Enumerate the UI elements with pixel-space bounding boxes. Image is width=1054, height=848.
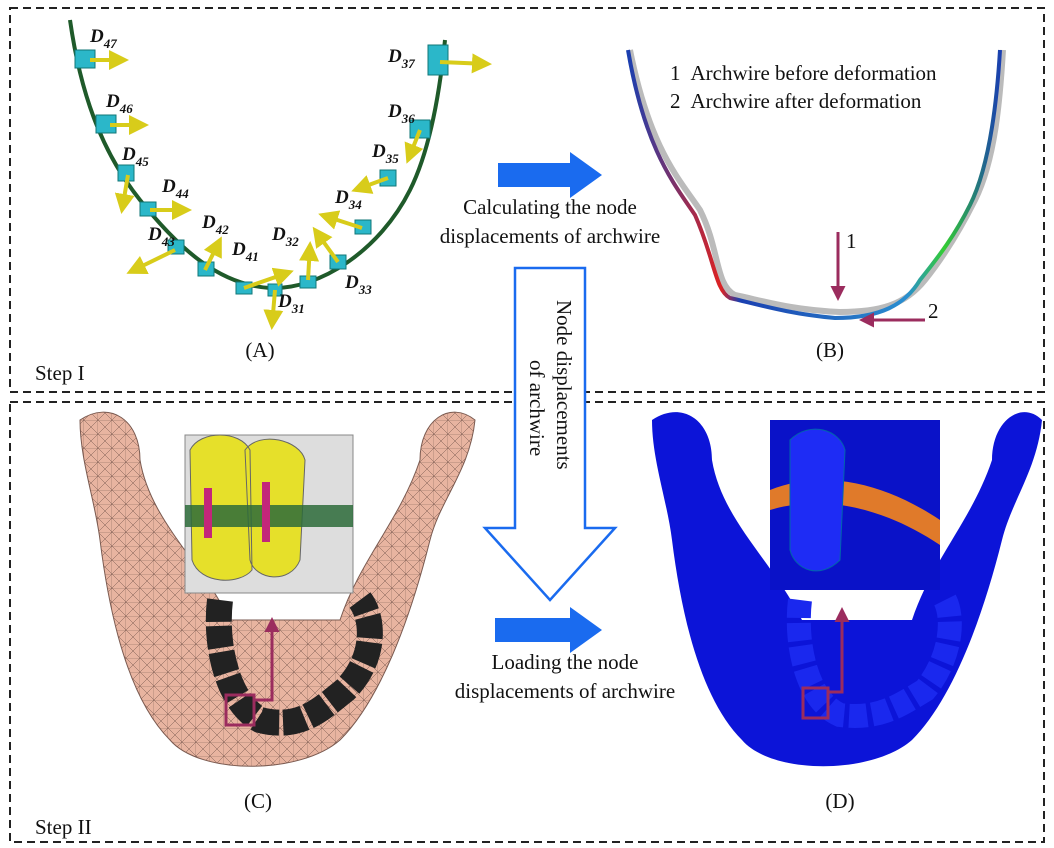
legend-item: 2 Archwire after deformation — [670, 89, 922, 113]
symbol: D — [147, 224, 162, 245]
arrow-text: Calculating the node — [463, 195, 637, 219]
subscript: 44 — [175, 186, 190, 201]
bracket-detail — [790, 429, 845, 571]
legend-number: 1 — [670, 61, 681, 85]
step-label: Step I — [35, 361, 85, 385]
arrow-text: Loading the node — [492, 650, 639, 674]
process-arrow — [498, 152, 602, 198]
symbol: D — [105, 91, 120, 112]
subscript: 42 — [215, 222, 230, 237]
ligature — [262, 482, 270, 542]
symbol: D — [201, 212, 216, 233]
legend-item: 1 Archwire before deformation — [670, 61, 937, 85]
figure: D47D46D45D44D43D42D41D31D32D33D34D35D36D… — [0, 0, 1054, 848]
legend-text: Archwire before deformation — [691, 61, 938, 85]
symbol: D — [231, 239, 246, 260]
symbol: D — [334, 187, 349, 208]
symbol: D — [277, 291, 292, 312]
symbol: D — [387, 101, 402, 122]
marker-label: 1 — [846, 229, 857, 253]
displacement-label: D31 — [277, 291, 305, 316]
symbol: D — [89, 26, 104, 47]
subscript: 34 — [348, 197, 363, 212]
subscript: 35 — [385, 151, 400, 166]
displacement-label: D47 — [89, 26, 117, 51]
displacement-label: D43 — [147, 224, 175, 249]
subscript: 36 — [401, 111, 416, 126]
step-label: Step II — [35, 815, 92, 839]
displacement-label: D46 — [105, 91, 133, 116]
panel-label: (D) — [825, 789, 854, 813]
arrow-text: displacements of archwire — [455, 679, 675, 703]
symbol: D — [161, 176, 176, 197]
brackets — [75, 45, 448, 296]
marker-label: 2 — [928, 299, 939, 323]
displacement-label: D33 — [344, 272, 372, 297]
symbol: D — [121, 144, 136, 165]
symbol: D — [387, 46, 402, 67]
arrow-text: of archwire — [525, 360, 549, 456]
legend-number: 2 — [670, 89, 681, 113]
panel-label: (B) — [816, 338, 844, 362]
panel-label: (C) — [244, 789, 272, 813]
displacement-label: D42 — [201, 212, 229, 237]
symbol: D — [271, 224, 286, 245]
subscript: 41 — [245, 249, 259, 264]
subscript: 45 — [135, 154, 150, 169]
displacement-label: D44 — [161, 176, 189, 201]
displacement-label: D36 — [387, 101, 415, 126]
subscript: 47 — [103, 36, 118, 51]
transfer-arrow — [485, 268, 615, 600]
displacement-label: D37 — [387, 46, 415, 71]
subscript: 43 — [161, 234, 176, 249]
subscript: 32 — [285, 234, 300, 249]
arrow-text: displacements of archwire — [440, 224, 660, 248]
displacement-label: D35 — [371, 141, 399, 166]
subscript: 37 — [401, 56, 416, 71]
displacement-label: D41 — [231, 239, 259, 264]
subscript: 46 — [119, 101, 134, 116]
displacement-label: D32 — [271, 224, 299, 249]
subscript: 33 — [358, 282, 373, 297]
subscript: 31 — [291, 301, 305, 316]
process-arrow — [495, 607, 602, 653]
symbol: D — [344, 272, 359, 293]
ligature — [204, 488, 212, 538]
panel-label: (A) — [245, 338, 274, 362]
arrow-text: Node displacements — [552, 300, 576, 470]
symbol: D — [371, 141, 386, 162]
legend-text: Archwire after deformation — [691, 89, 922, 113]
